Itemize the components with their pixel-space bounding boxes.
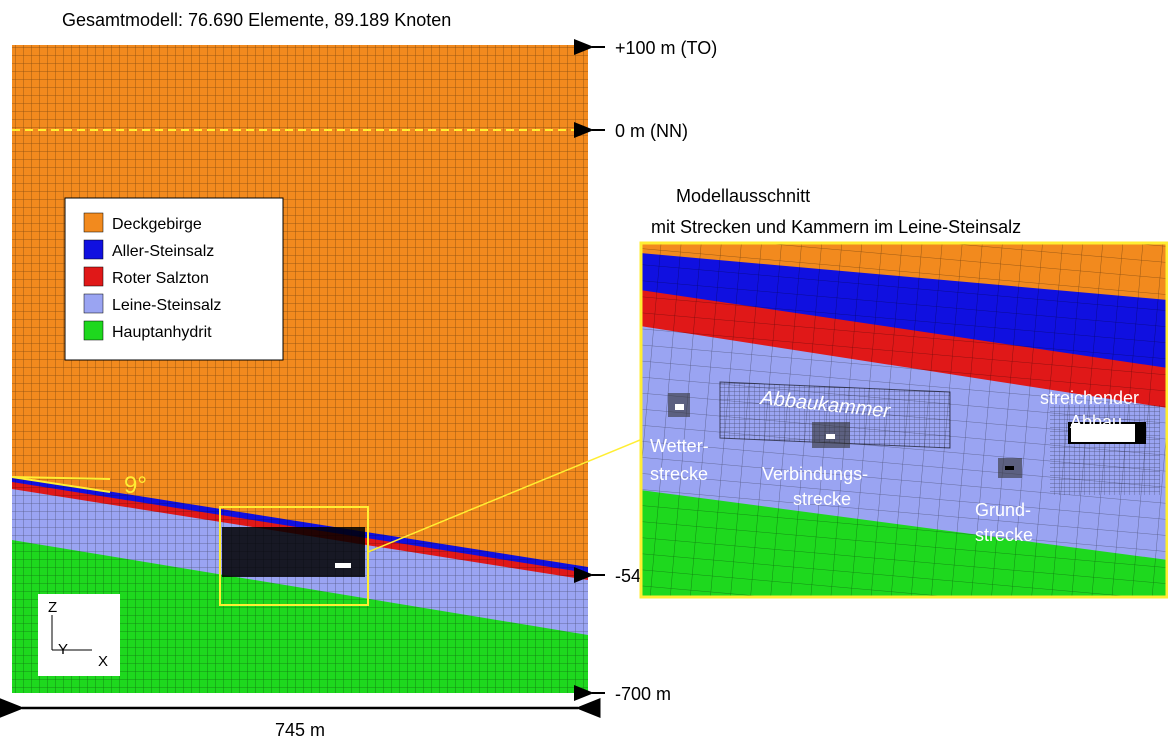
inset-details: Wetter- strecke Abbaukammer Verbindungs-… bbox=[640, 242, 1168, 598]
legend-swatch bbox=[84, 240, 103, 259]
triad-z: Z bbox=[48, 599, 57, 616]
axis-triad: Z Y X bbox=[38, 594, 120, 676]
legend-label: Deckgebirge bbox=[112, 216, 202, 233]
refined-mesh bbox=[222, 527, 365, 577]
level-label: +100 m (TO) bbox=[615, 38, 717, 58]
cavity bbox=[1005, 466, 1014, 470]
figure: Gesamtmodell: 76.690 Elemente, 89.189 Kn… bbox=[0, 0, 1168, 744]
legend-swatch bbox=[84, 294, 103, 313]
legend-label: Hauptanhydrit bbox=[112, 324, 212, 341]
inset-title: mit Strecken und Kammern im Leine-Steins… bbox=[651, 217, 1021, 237]
inset-label: Verbindungs- bbox=[762, 464, 868, 484]
inset-label: Grund- bbox=[975, 500, 1031, 520]
legend-swatch bbox=[84, 267, 103, 286]
inset-title: Modellausschnitt bbox=[676, 186, 810, 206]
legend-label: Roter Salzton bbox=[112, 270, 209, 287]
triad-x: X bbox=[98, 653, 108, 670]
cavity bbox=[826, 434, 835, 439]
inset-label: strecke bbox=[975, 525, 1033, 545]
triad-y: Y bbox=[58, 641, 68, 658]
inset-label: strecke bbox=[650, 464, 708, 484]
legend-swatch bbox=[84, 321, 103, 340]
legend-swatch bbox=[84, 213, 103, 232]
legend: Deckgebirge Aller-Steinsalz Roter Salzton L… bbox=[65, 198, 283, 360]
width-label: 745 m bbox=[275, 720, 325, 740]
cavity bbox=[335, 563, 351, 568]
inset-label: Wetter- bbox=[650, 436, 709, 456]
level-label: -700 m bbox=[615, 684, 671, 704]
inset-label: streichender bbox=[1040, 388, 1139, 408]
legend-label: Aller-Steinsalz bbox=[112, 243, 214, 260]
inset-label: Abbau bbox=[1070, 412, 1122, 432]
inset-label: strecke bbox=[793, 489, 851, 509]
cavity bbox=[675, 404, 684, 410]
level-label: 0 m (NN) bbox=[615, 121, 688, 141]
title: Gesamtmodell: 76.690 Elemente, 89.189 Kn… bbox=[62, 10, 451, 30]
angle-label: 9° bbox=[124, 472, 147, 499]
legend-label: Leine-Steinsalz bbox=[112, 297, 221, 314]
